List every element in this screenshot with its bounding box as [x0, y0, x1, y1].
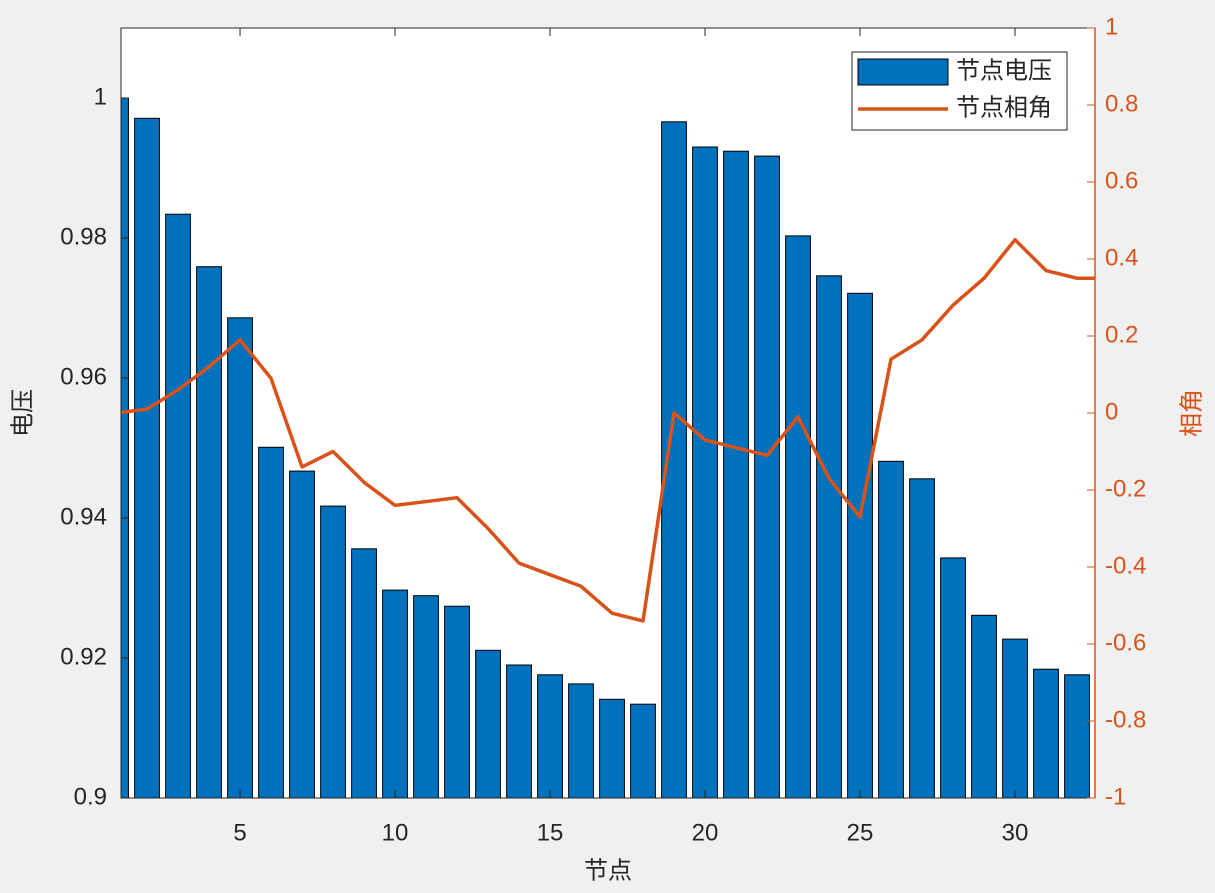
bar	[289, 470, 315, 798]
y-tick-label: 0.98	[60, 223, 107, 250]
bar	[537, 674, 563, 798]
y2-tick-label: -0.6	[1105, 629, 1146, 656]
bar	[165, 213, 191, 798]
bar	[1033, 668, 1059, 798]
y2-tick-label: -0.8	[1105, 706, 1146, 733]
y-tick-label: 0.9	[74, 783, 107, 810]
y2-tick-label: 1	[1105, 13, 1118, 40]
bar	[475, 649, 501, 798]
bar	[723, 150, 749, 798]
bar	[444, 605, 470, 798]
bar	[878, 460, 904, 798]
marks	[121, 97, 1121, 798]
bar	[227, 317, 253, 798]
y2-tick-label: 0.6	[1105, 167, 1138, 194]
legend-label: 节点电压	[956, 57, 1052, 85]
bar	[816, 275, 842, 798]
y2-tick-label: 0	[1105, 398, 1118, 425]
bar	[940, 557, 966, 798]
bar	[971, 614, 997, 798]
bar	[1002, 638, 1028, 798]
x-tick-label: 5	[233, 819, 246, 846]
bar	[1096, 677, 1121, 798]
legend-label: 节点相角	[956, 94, 1052, 122]
y-tick-label: 1	[94, 83, 107, 110]
bar	[258, 446, 284, 798]
y2-axis-label: 相角	[1178, 389, 1206, 437]
bar	[568, 683, 594, 798]
y2-tick-label: 0.2	[1105, 321, 1138, 348]
bar	[121, 97, 129, 798]
bar	[320, 505, 346, 798]
y-axis-label: 电压	[9, 389, 37, 437]
y2-tick-label: -0.4	[1105, 552, 1146, 579]
x-tick-label: 25	[847, 819, 874, 846]
x-tick-label: 20	[692, 819, 719, 846]
bar	[692, 146, 718, 798]
line	[121, 238, 1095, 623]
bar	[785, 235, 811, 798]
y2-tick-label: -0.2	[1105, 475, 1146, 502]
y2-tick-label: -1	[1105, 783, 1126, 810]
y-tick-label: 0.94	[60, 503, 107, 530]
bar	[134, 117, 160, 798]
bar	[351, 548, 377, 798]
bar	[599, 698, 625, 798]
x-tick-label: 15	[537, 819, 564, 846]
bar	[630, 703, 656, 798]
y-tick-label: 0.96	[60, 363, 107, 390]
y-tick-label: 0.92	[60, 643, 107, 670]
legend-swatch	[857, 58, 949, 86]
bar	[196, 266, 222, 798]
bar	[506, 664, 532, 798]
y2-tick-label: 0.4	[1105, 244, 1138, 271]
x-tick-label: 30	[1002, 819, 1029, 846]
bar	[909, 478, 935, 798]
bar	[1064, 674, 1090, 798]
bar	[847, 292, 873, 798]
x-tick-label: 10	[382, 819, 409, 846]
bar	[382, 589, 408, 798]
bar	[413, 595, 439, 798]
y2-tick-label: 0.8	[1105, 90, 1138, 117]
x-axis-label: 节点	[584, 857, 632, 885]
bar	[754, 155, 780, 798]
